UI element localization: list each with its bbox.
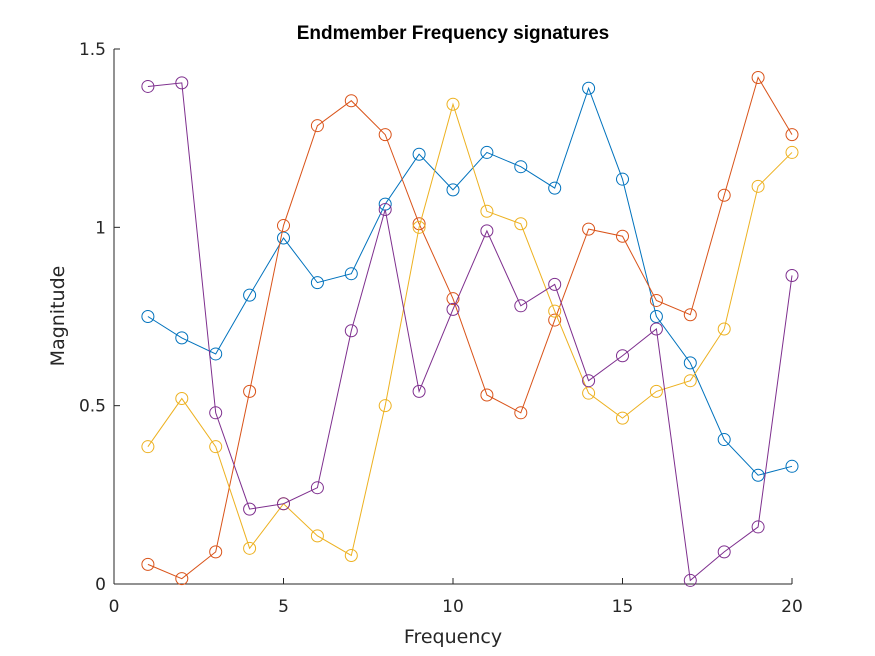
data-point bbox=[412, 384, 426, 398]
series-2 bbox=[141, 71, 799, 586]
data-point bbox=[378, 399, 392, 413]
data-point bbox=[785, 459, 799, 473]
x-tick-label: 15 bbox=[612, 597, 634, 617]
data-point bbox=[141, 557, 155, 571]
data-point bbox=[582, 222, 596, 236]
data-point bbox=[785, 145, 799, 159]
y-tick-label: 0 bbox=[95, 575, 106, 595]
data-point bbox=[751, 520, 765, 534]
x-axis-label: Frequency bbox=[404, 626, 502, 648]
data-point bbox=[344, 324, 358, 338]
x-tick-label: 0 bbox=[109, 597, 120, 617]
data-point bbox=[514, 217, 528, 231]
data-point bbox=[310, 481, 324, 495]
x-tick-label: 10 bbox=[442, 597, 464, 617]
data-point bbox=[175, 331, 189, 345]
data-point bbox=[514, 406, 528, 420]
data-point bbox=[683, 356, 697, 370]
data-point bbox=[751, 179, 765, 193]
data-point bbox=[785, 128, 799, 142]
data-point bbox=[344, 94, 358, 108]
data-point bbox=[785, 268, 799, 282]
data-point bbox=[446, 292, 460, 306]
data-point bbox=[717, 322, 731, 336]
data-point bbox=[175, 76, 189, 90]
data-point bbox=[548, 277, 562, 291]
data-point bbox=[548, 181, 562, 195]
data-point bbox=[480, 388, 494, 402]
data-point bbox=[548, 313, 562, 327]
data-point bbox=[616, 411, 629, 425]
data-point bbox=[446, 302, 460, 316]
data-point bbox=[717, 188, 731, 202]
data-point bbox=[277, 497, 290, 511]
chart-title: Endmember Frequency signatures bbox=[297, 23, 610, 44]
data-point bbox=[209, 440, 223, 454]
data-point bbox=[412, 147, 426, 161]
series-line bbox=[147, 86, 793, 476]
data-point bbox=[344, 548, 358, 562]
series-layer bbox=[141, 71, 799, 587]
data-point bbox=[446, 183, 460, 197]
data-point bbox=[209, 545, 223, 559]
data-point bbox=[582, 374, 596, 388]
data-point bbox=[277, 219, 290, 233]
data-point bbox=[344, 267, 358, 281]
y-tick-label: 1 bbox=[95, 218, 106, 238]
data-point bbox=[378, 128, 392, 142]
data-point bbox=[310, 529, 324, 543]
data-point bbox=[480, 204, 494, 218]
series-4 bbox=[141, 76, 799, 587]
series-line bbox=[147, 102, 793, 557]
data-point bbox=[310, 119, 324, 133]
data-point bbox=[243, 541, 257, 555]
data-point bbox=[175, 572, 189, 586]
x-tick-label: 20 bbox=[781, 597, 803, 617]
y-tick-label: 1.5 bbox=[79, 40, 106, 60]
data-point bbox=[243, 502, 257, 516]
data-point bbox=[751, 468, 765, 482]
data-point bbox=[616, 229, 629, 243]
y-tick-label: 0.5 bbox=[79, 397, 106, 417]
data-point bbox=[310, 276, 324, 290]
data-point bbox=[649, 384, 663, 398]
x-tick-label: 5 bbox=[278, 597, 289, 617]
data-point bbox=[649, 293, 663, 307]
data-point bbox=[683, 573, 697, 587]
data-point bbox=[446, 97, 460, 111]
data-point bbox=[582, 81, 596, 95]
data-point bbox=[378, 203, 392, 216]
data-point bbox=[480, 145, 494, 159]
data-point bbox=[683, 308, 697, 322]
data-point bbox=[548, 304, 562, 318]
data-point bbox=[141, 310, 155, 323]
axes: 0 5 10 15 20 0 0.5 1 1.5 bbox=[79, 40, 803, 617]
data-point bbox=[649, 322, 663, 336]
data-point bbox=[717, 545, 731, 559]
data-point bbox=[480, 224, 494, 238]
y-axis-label: Magnitude bbox=[47, 266, 69, 367]
data-point bbox=[514, 299, 528, 313]
data-point bbox=[141, 79, 155, 93]
data-point bbox=[616, 349, 629, 363]
series-3 bbox=[141, 97, 799, 562]
data-point bbox=[243, 384, 257, 398]
series-line bbox=[147, 76, 793, 580]
data-point bbox=[412, 220, 426, 234]
data-point bbox=[209, 406, 223, 420]
data-point bbox=[717, 433, 731, 447]
data-point bbox=[616, 172, 629, 186]
series-1 bbox=[141, 81, 799, 482]
data-point bbox=[751, 71, 765, 85]
data-point bbox=[175, 392, 189, 406]
data-point bbox=[683, 374, 697, 388]
data-point bbox=[514, 160, 528, 174]
data-point bbox=[141, 440, 155, 454]
data-point bbox=[243, 288, 257, 302]
